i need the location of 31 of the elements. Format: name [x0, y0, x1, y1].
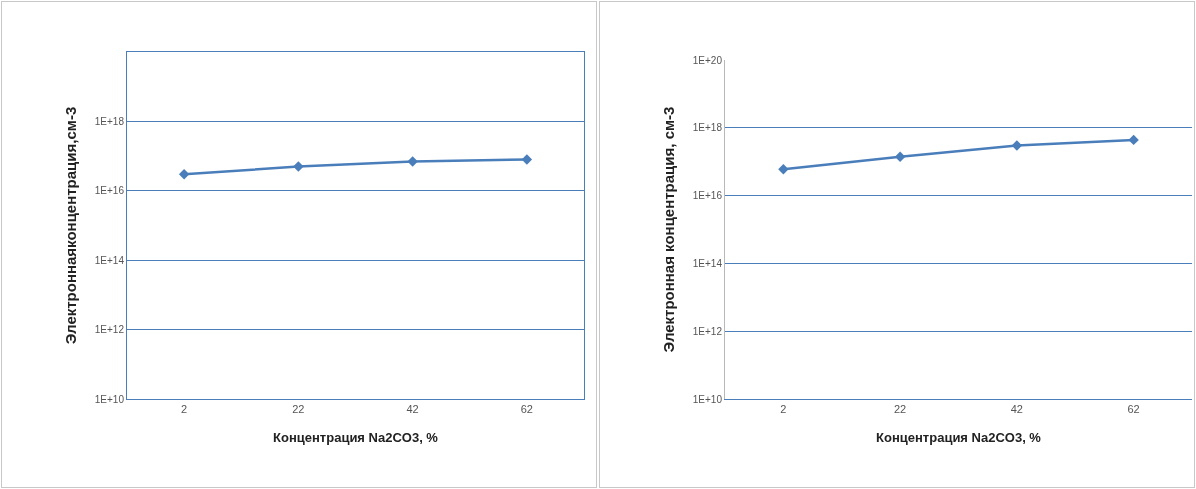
y-tick-label: 1E+10 [692, 393, 723, 405]
point [407, 156, 418, 167]
x-tick-label: 42 [1010, 403, 1024, 416]
y-tick-label: 1E+18 [692, 122, 723, 134]
x-axis-title: Концентрация Na2CO3, % [876, 429, 1042, 445]
y-tick-label: 1E+12 [692, 325, 723, 337]
point [293, 161, 304, 172]
x-tick-label: 2 [780, 403, 787, 416]
x-tick-label: 22 [894, 403, 907, 416]
y-tick-label: 1E+16 [692, 190, 723, 202]
point [521, 154, 533, 165]
point [1011, 140, 1023, 151]
y-tick-label: 1E+14 [692, 257, 723, 269]
x-tick-label: 42 [406, 403, 419, 416]
y-axis-title: Электронная концентрация, см-3 [660, 106, 678, 353]
x-tick-label: 62 [1127, 403, 1140, 416]
x-tick-label: 22 [292, 403, 305, 416]
x-tick-label: 62 [520, 403, 534, 416]
y-tick-label: 1E+20 [692, 54, 723, 66]
y-axis-title: Электроннаяконцентрация,см-3 [62, 106, 80, 345]
y-tick-label: 1E+10 [94, 393, 125, 405]
y-tick-label: 1E+18 [94, 115, 125, 127]
x-axis-title: Концентрация Na2CO3, % [273, 429, 439, 445]
point [778, 164, 789, 175]
point [1128, 134, 1139, 146]
y-tick-label: 1E+16 [94, 185, 125, 197]
y-tick-label: 1E+14 [94, 254, 125, 266]
point [894, 151, 906, 162]
x-tick-label: 2 [181, 403, 188, 416]
y-tick-label: 1E+12 [94, 324, 125, 336]
point [178, 169, 190, 180]
